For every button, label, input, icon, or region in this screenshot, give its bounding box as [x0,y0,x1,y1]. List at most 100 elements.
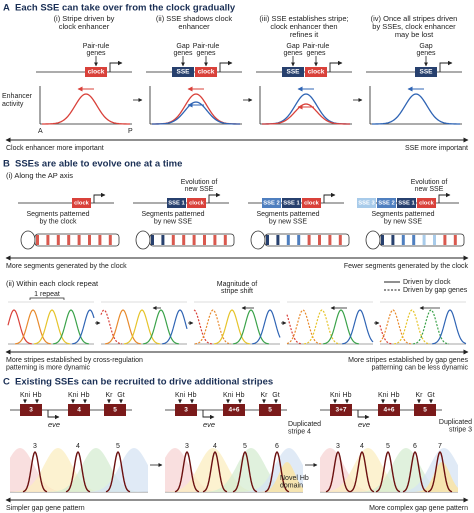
promoter [47,410,60,420]
eve-stripe [105,450,131,493]
segment-label: Segments patterned [256,211,319,218]
axis-label: Enhancer [2,93,33,100]
embryo-head [365,230,381,250]
stripe-wave [100,309,123,345]
segment-stripe [453,235,457,245]
evolution-label: Evolution of [411,179,448,186]
segment-stripe [266,235,269,245]
stripe-wave [232,309,270,345]
enhancer [195,67,217,77]
stripe-wave [123,309,161,345]
promoter [438,192,451,203]
enhancer [282,67,304,77]
enhancer [72,198,91,208]
panel-letter: B [3,159,10,170]
enhancer-label: 5 [268,407,272,414]
panel-title: Existing SSEs can be recruited to drive … [15,377,273,388]
enhancer-label: 3 [29,407,33,414]
enhancer-label: 5 [423,407,427,414]
input-label: genes [86,50,106,57]
enhancer-label: 3+7 [335,407,346,414]
embryo-trunk [379,233,465,247]
stripe-wave [286,309,322,345]
segment-stripe [192,235,196,245]
stripe-label: 4 [360,443,364,450]
panel-letter: A [3,3,10,14]
promoter [439,60,453,72]
enhancer [20,404,42,416]
enhancer [397,198,416,208]
segment-stripe [56,235,60,245]
segment-stripe [161,235,165,245]
enhancer [414,404,436,416]
axis-label: activity [2,101,24,108]
activity-curve [262,93,350,125]
stripe-wave [431,309,467,345]
repeat-bracket [29,297,65,300]
legend-label: Driven by clock [403,279,451,286]
stripe-label: 3 [336,443,340,450]
sub-title: (i) Along the AP axis [6,171,73,180]
enhancer-label: 5 [113,407,117,414]
factor-label: Hb [391,392,400,399]
enhancer-label: clock [304,201,320,207]
note: domain [280,482,303,489]
enhancer-label: SSE [176,69,190,76]
segment-stripe [318,235,321,245]
gene-label: eve [48,420,60,429]
factor-label: Kni [175,392,186,399]
stripe-wave [286,314,303,345]
factor-label: Kr [106,392,114,399]
enhancer [85,67,107,77]
input-label: Pair-rule [193,43,220,50]
embryo-head [20,230,36,250]
factor-label: Hb [343,392,352,399]
gap-domain [260,462,303,492]
embryo-trunk [34,233,120,247]
enhancer-label: 4+6 [383,407,394,414]
enhancer [223,404,245,416]
factor-label: Hb [188,392,197,399]
stripe-label: 5 [243,443,247,450]
enhancer [305,67,327,77]
stripe-label: 3 [33,443,37,450]
segment-stripe [213,235,217,245]
promoter [208,192,221,203]
gene-label: eve [203,420,215,429]
enhancer-label: clock [189,201,205,207]
panel-letter: C [3,377,10,388]
stripe-label: 3 [185,443,189,450]
note: Duplicated [288,421,321,428]
segment-stripe [88,235,91,245]
stripe-wave [161,309,188,345]
embryo-trunk [264,233,350,247]
axis-start: A [38,128,43,135]
segment-stripe [108,235,112,245]
factor-label: Gt [272,392,279,399]
arrow-label: patterning can be less dynamic [372,364,469,371]
input-label: genes [306,50,326,57]
segment-stripe [422,235,426,245]
step-caption: (iii) SSE establishes stripe; [259,14,348,23]
segment-stripe [276,235,280,245]
segment-label: Segments patterned [26,211,89,218]
evolution-label: new SSE [185,186,214,193]
promoter [202,410,215,420]
eve-stripe [65,450,91,493]
enhancer-label: clock [308,69,325,76]
stripe-wave [322,309,360,345]
segment-label: by new SSE [154,218,192,225]
segment-stripe [36,235,39,245]
input-label: Pair-rule [303,43,330,50]
stripe-label: 5 [386,443,390,450]
arrow-label: Clock enhancer more important [6,145,104,152]
arrow-label: More complex gap gene pattern [369,505,468,512]
enhancer [377,198,396,208]
enhancer-label: 4+6 [228,407,239,414]
arrow-label: patterning is more dynamic [6,364,91,371]
stripe-wave [194,309,232,345]
activity-curve [152,101,240,125]
arrow-label: More stripes established by cross-regula… [6,357,143,364]
input-label: Gap [176,43,189,50]
